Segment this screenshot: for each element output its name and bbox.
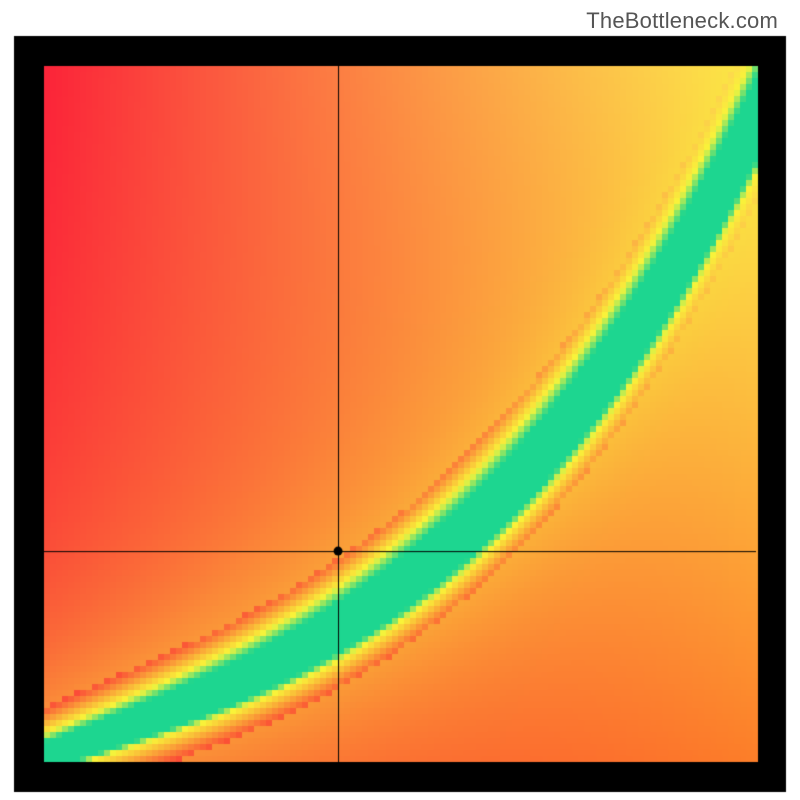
chart-container: TheBottleneck.com — [0, 0, 800, 800]
heatmap-canvas — [0, 0, 800, 800]
watermark-text: TheBottleneck.com — [586, 8, 778, 34]
